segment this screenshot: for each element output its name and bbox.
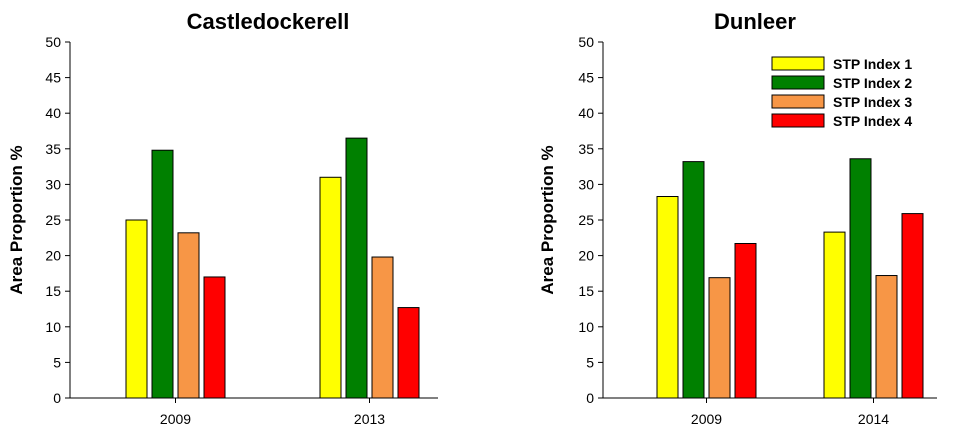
legend-swatch	[771, 75, 825, 90]
x-tick-label: 2009	[691, 411, 722, 427]
bar-2009-3	[177, 232, 200, 399]
bar-2009-4	[203, 276, 226, 399]
x-tick-label: 2009	[160, 411, 191, 427]
bar-2009-1	[125, 219, 148, 399]
y-tick-label: 5	[586, 354, 594, 370]
y-tick-label: 35	[45, 141, 61, 157]
y-tick-label: 20	[578, 248, 594, 264]
y-tick-label: 45	[578, 70, 594, 86]
bar-2009-3	[708, 277, 731, 399]
y-tick-label: 30	[578, 176, 594, 192]
y-axis-label: Area Proportion %	[538, 145, 557, 294]
y-tick-label: 0	[53, 390, 61, 406]
bar-2009-1	[656, 196, 679, 399]
chart-1: Dunleer Area Proportion % 0 5 10 15 20 25 30 35 40…	[538, 9, 937, 427]
x-tick-label: 2014	[858, 411, 889, 427]
bar-2013-4	[397, 307, 420, 399]
y-tick-label: 50	[578, 34, 594, 50]
y-tick-label: 10	[578, 319, 594, 335]
legend-swatch	[771, 94, 825, 109]
y-tick-label: 10	[45, 319, 61, 335]
legend-swatch	[771, 113, 825, 128]
y-tick-label: 45	[45, 70, 61, 86]
bar-2014-3	[875, 275, 898, 399]
y-tick-label: 0	[586, 390, 594, 406]
x-tick-label: 2013	[354, 411, 385, 427]
chart-0: Castledockerell Area Proportion % 0 5 10 15 20…	[7, 9, 438, 427]
bar-2013-3	[371, 256, 394, 399]
bar-2009-4	[734, 242, 757, 399]
bar-2009-2	[682, 161, 705, 399]
y-tick-label: 40	[45, 105, 61, 121]
legend: STP Index 1 STP Index 2 STP Index 3 STP Ind…	[771, 56, 912, 129]
y-tick-label: 35	[578, 141, 594, 157]
y-tick-label: 15	[578, 283, 594, 299]
legend-label: STP Index 4	[833, 113, 912, 129]
bar-2009-2	[151, 149, 174, 399]
y-tick-label: 5	[53, 354, 61, 370]
y-tick-label: 15	[45, 283, 61, 299]
y-tick-label: 30	[45, 176, 61, 192]
y-tick-label: 50	[45, 34, 61, 50]
bar-2013-2	[345, 137, 368, 399]
bar-2014-1	[823, 231, 846, 399]
y-axis-label: Area Proportion %	[7, 145, 26, 294]
bar-2014-4	[901, 213, 924, 399]
legend-label: STP Index 1	[833, 56, 912, 72]
chart-title: Dunleer	[714, 9, 796, 34]
legend-swatch	[771, 56, 825, 71]
bar-2013-1	[319, 176, 342, 399]
y-tick-label: 25	[45, 212, 61, 228]
y-tick-label: 40	[578, 105, 594, 121]
legend-label: STP Index 3	[833, 94, 912, 110]
bar-2014-2	[849, 158, 872, 399]
chart-title: Castledockerell	[187, 9, 350, 34]
legend-label: STP Index 2	[833, 75, 912, 91]
y-tick-label: 20	[45, 248, 61, 264]
y-tick-label: 25	[578, 212, 594, 228]
